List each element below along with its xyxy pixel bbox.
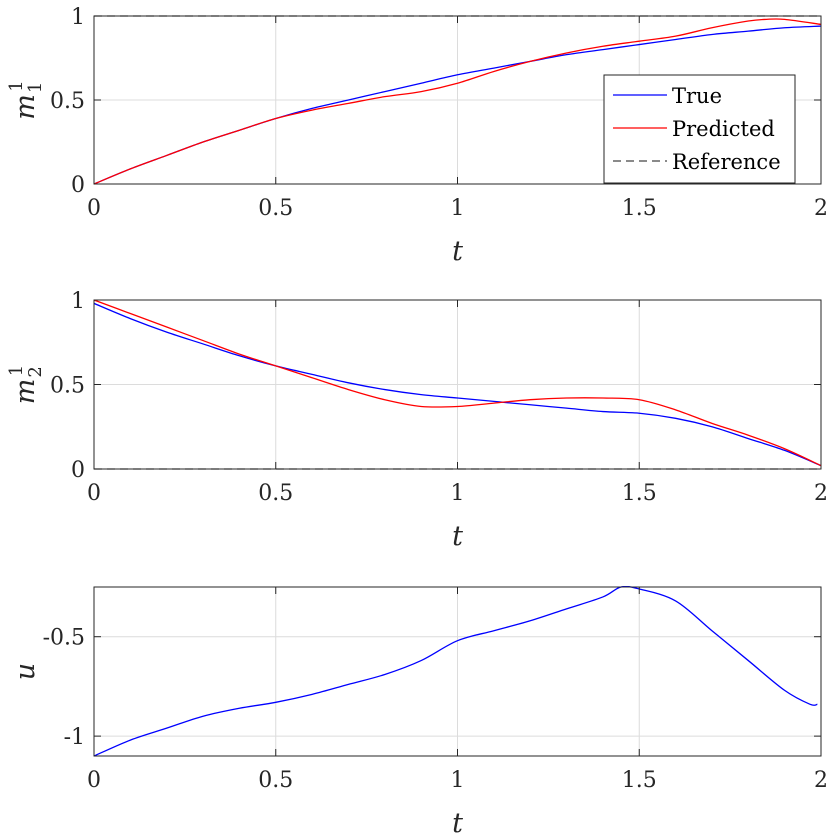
y-axis-label: m21: [6, 365, 46, 405]
subplot-2: 0 0.5 1 1.5 2 0 0.5 1 t m21: [6, 289, 828, 552]
x-tick-label: 0.5: [258, 481, 293, 506]
y-tick-label: 1: [71, 5, 85, 30]
series-line-predicted: [94, 299, 821, 467]
x-axis-label: t: [452, 808, 463, 834]
y-tick-label: 0: [71, 173, 85, 198]
series-line-predicted: [94, 18, 821, 185]
x-tick-label: 1.5: [622, 481, 657, 506]
series-line-true: [94, 302, 821, 467]
legend-label-predicted: Predicted: [672, 117, 775, 141]
series-group: [94, 586, 818, 757]
x-tick-label: 0: [87, 768, 101, 793]
x-axis-label: t: [452, 521, 463, 552]
x-axis-label: t: [452, 236, 463, 267]
x-tick-label: 2: [814, 196, 828, 221]
y-tick-label: 0.5: [50, 89, 85, 114]
x-tick-label: 0: [87, 481, 101, 506]
legend-box: [603, 74, 796, 184]
x-tick-label: 1.5: [622, 768, 657, 793]
legend: True Predicted Reference: [603, 74, 796, 184]
series-line-control: [94, 586, 818, 757]
x-tick-label: 1.5: [622, 196, 657, 221]
legend-label-reference: Reference: [672, 150, 781, 174]
y-tick-label: 0: [71, 458, 85, 483]
x-tick-label: 1: [451, 481, 465, 506]
y-tick-label: -0.5: [43, 626, 85, 651]
x-tick-label: 2: [814, 481, 828, 506]
y-tick-label: -1: [64, 725, 85, 750]
x-tick-label: 0.5: [258, 768, 293, 793]
y-axis-label: m11: [6, 80, 46, 120]
subplot-3: 0 0.5 1 1.5 2 -1 -0.5 t u: [10, 586, 828, 834]
x-tick-label: 0.5: [258, 196, 293, 221]
y-tick-label: 1: [71, 289, 85, 314]
x-tick-label: 1: [451, 768, 465, 793]
x-tick-label: 1: [451, 196, 465, 221]
x-tick-label: 0: [87, 196, 101, 221]
y-axis-label: u: [10, 663, 41, 680]
y-tick-label: 0.5: [50, 374, 85, 399]
subplot-1: 0 0.5 1 1.5 2 0 0.5 1 t m11 True Predicted Reference: [6, 5, 828, 267]
legend-label-true: True: [672, 84, 722, 108]
x-tick-label: 2: [814, 768, 828, 793]
